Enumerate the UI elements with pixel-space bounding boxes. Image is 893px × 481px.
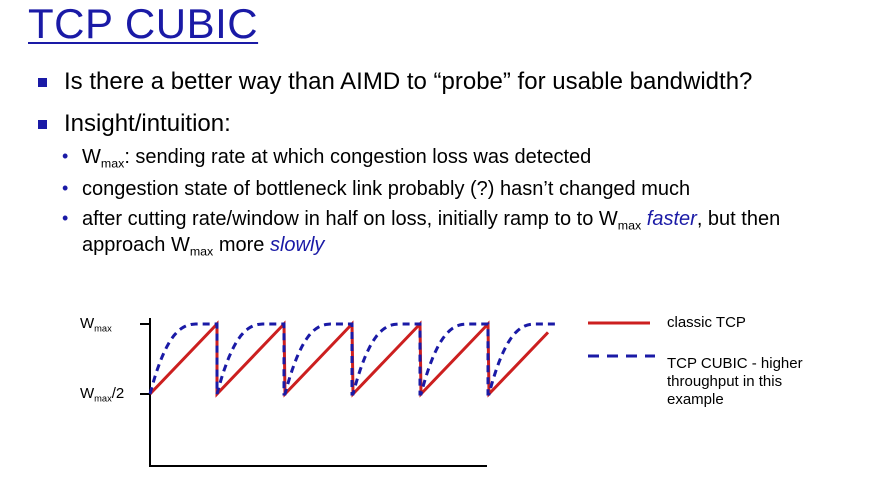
bullet-square-icon bbox=[38, 120, 47, 129]
bullet-dot-icon: • bbox=[62, 146, 69, 166]
bullet-text: Is there a better way than AIMD to “prob… bbox=[64, 68, 753, 95]
tcp-cubic-line bbox=[148, 322, 558, 396]
bullet-dot-icon: • bbox=[62, 208, 69, 228]
sub-bullet-congestion-state: congestion state of bottleneck link prob… bbox=[82, 178, 691, 200]
sub-bullet-wmax-definition: Wmax: sending rate at which congestion l… bbox=[82, 146, 592, 171]
sub-bullet-ramp-line1: after cutting rate/window in half on los… bbox=[82, 208, 781, 233]
y-label-wmax: Wmax bbox=[80, 315, 112, 334]
page-title: TCP CUBIC bbox=[28, 0, 259, 47]
legend-classic-label: classic TCP bbox=[667, 314, 746, 331]
y-label-wmax-half: Wmax/2 bbox=[80, 385, 125, 404]
tcp-cubic-curves bbox=[148, 322, 558, 396]
chart-axes bbox=[140, 318, 487, 467]
bullet-text: Insight/intuition: bbox=[64, 110, 231, 137]
bullet-square-icon bbox=[38, 78, 47, 87]
bullet-dot-icon: • bbox=[62, 178, 69, 198]
sub-bullet-ramp-line2: approach Wmax more slowly bbox=[82, 234, 325, 259]
legend-cubic-label: TCP CUBIC - higher throughput in this ex… bbox=[667, 355, 803, 408]
